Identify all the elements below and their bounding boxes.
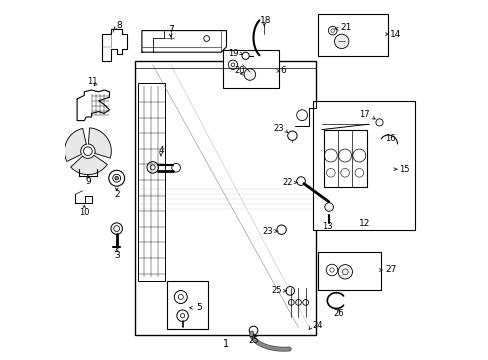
Text: 22: 22 [282,178,292,187]
Text: 23: 23 [273,125,284,134]
Circle shape [174,291,187,303]
Text: 13: 13 [321,222,332,231]
Circle shape [337,265,352,279]
Text: 16: 16 [384,134,395,143]
Text: 21: 21 [339,23,350,32]
Text: 9: 9 [85,177,91,186]
Text: 24: 24 [311,321,322,330]
Text: 25: 25 [271,287,282,295]
Text: 19: 19 [227,49,238,58]
Text: 3: 3 [114,251,120,260]
Text: 12: 12 [358,220,369,229]
Circle shape [334,34,348,49]
Text: 20: 20 [234,66,244,76]
Circle shape [115,176,118,180]
Text: 1: 1 [222,339,228,349]
Polygon shape [88,128,111,158]
Text: 7: 7 [167,25,173,34]
Text: 17: 17 [358,110,369,119]
Text: 5: 5 [196,303,201,312]
Circle shape [244,69,255,80]
Text: 26: 26 [333,309,344,318]
Text: 4: 4 [158,146,163,155]
Text: 27: 27 [384,266,395,275]
Circle shape [177,310,188,321]
Text: 8: 8 [116,22,122,31]
Text: 23: 23 [262,227,273,236]
Bar [318,252,381,290]
Bar [318,14,387,56]
Circle shape [146,162,158,173]
Bar [323,130,366,187]
Bar [138,83,165,281]
Text: 14: 14 [389,30,401,39]
Bar [312,101,415,230]
Text: 6: 6 [280,66,286,76]
Text: 11: 11 [87,77,98,86]
Text: 25: 25 [248,336,258,345]
Text: 2: 2 [114,190,119,199]
Polygon shape [64,129,86,161]
Circle shape [111,223,122,234]
Text: 10: 10 [79,208,89,217]
Polygon shape [71,155,107,175]
Circle shape [83,147,92,156]
Text: 15: 15 [399,165,409,174]
Bar [167,281,208,329]
Text: 18: 18 [259,17,270,26]
Circle shape [324,203,333,211]
Bar [223,50,278,88]
Bar [134,61,316,335]
